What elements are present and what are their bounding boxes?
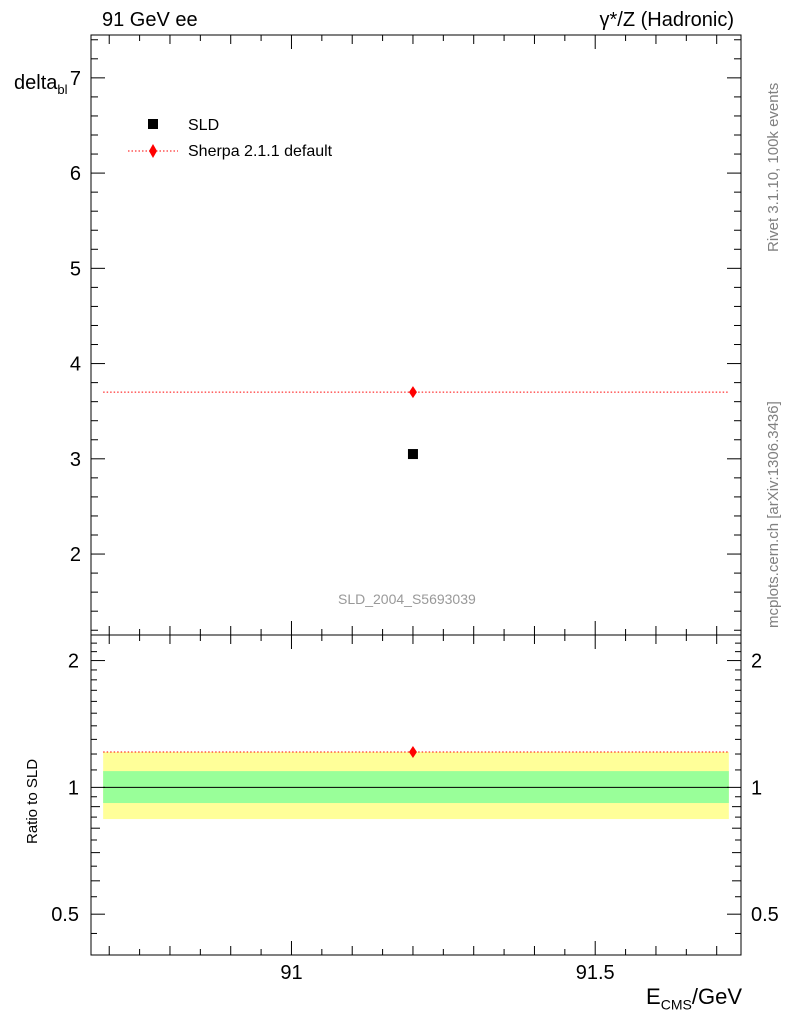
main-y-tick-label: 4 bbox=[70, 354, 81, 376]
ratio-y-tick-label-left: 0.5 bbox=[51, 904, 79, 926]
mcplots-info: mcplots.cern.ch [arXiv:1306.3436] bbox=[765, 401, 782, 628]
main-y-tick-label: 6 bbox=[70, 163, 81, 185]
ratio-y-tick-label-right: 1 bbox=[751, 777, 762, 799]
ratio-y-tick-label-right: 2 bbox=[751, 651, 762, 673]
main-y-tick-label: 2 bbox=[70, 544, 81, 566]
legend: SLD Sherpa 2.1.1 default bbox=[128, 117, 333, 160]
main-y-axis-label-sub: bl bbox=[57, 82, 68, 97]
x-axis-label: ECMS/GeV bbox=[646, 984, 742, 1012]
data-marks bbox=[103, 386, 729, 759]
ratio-y-tick-label-left: 2 bbox=[68, 651, 79, 673]
ratio-sherpa-point bbox=[408, 746, 417, 759]
x-tick-label: 91 bbox=[280, 962, 302, 984]
main-y-tick-label: 3 bbox=[70, 449, 81, 471]
axis-ticks: 2 3 4 5 6 7 91 91.5 0.5 0.5 1 1 2 2 bbox=[51, 35, 779, 984]
sherpa-point bbox=[408, 386, 417, 399]
x-tick-label: 91.5 bbox=[576, 962, 615, 984]
legend-marker-sherpa bbox=[149, 144, 157, 158]
legend-label-sld: SLD bbox=[188, 117, 219, 134]
legend-label-sherpa: Sherpa 2.1.1 default bbox=[188, 143, 333, 160]
ratio-band-layer bbox=[103, 752, 729, 820]
x-axis-label-sub: CMS bbox=[660, 996, 692, 1013]
x-axis-label-unit: /GeV bbox=[691, 984, 742, 1009]
rivet-info: Rivet 3.1.10, 100k events bbox=[765, 82, 782, 252]
legend-marker-sld bbox=[148, 119, 158, 129]
main-y-tick-label: 7 bbox=[70, 68, 81, 90]
analysis-watermark: SLD_2004_S5693039 bbox=[338, 591, 476, 607]
ratio-y-tick-label-right: 0.5 bbox=[751, 904, 779, 926]
header-right-label: γ*/Z (Hadronic) bbox=[599, 9, 734, 31]
ratio-panel-frame bbox=[90, 634, 742, 956]
header-left-label: 91 GeV ee bbox=[102, 9, 198, 31]
main-y-axis-label-text: delta bbox=[14, 72, 58, 94]
ratio-y-tick-label-left: 1 bbox=[68, 777, 79, 799]
main-y-axis-label: deltabl bbox=[14, 72, 68, 97]
x-axis-label-text: E bbox=[646, 984, 661, 1009]
main-y-tick-label: 5 bbox=[70, 258, 81, 280]
ratio-y-axis-label: Ratio to SLD bbox=[24, 758, 41, 844]
sld-point bbox=[407, 449, 418, 460]
